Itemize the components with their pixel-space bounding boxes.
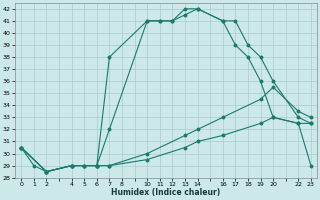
X-axis label: Humidex (Indice chaleur): Humidex (Indice chaleur) [111, 188, 221, 197]
